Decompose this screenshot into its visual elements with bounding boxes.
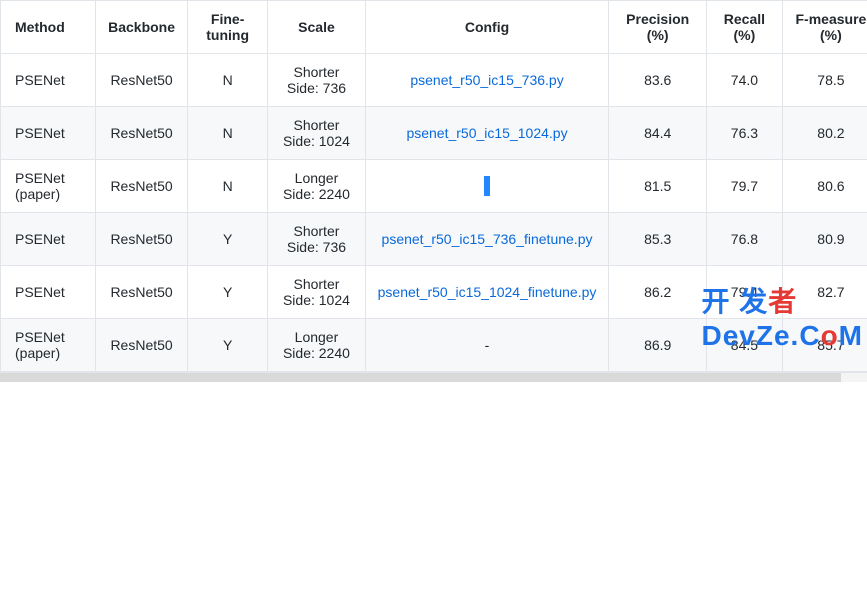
- table-row: PSENet (paper)ResNet50NLonger Side: 2240…: [1, 160, 867, 213]
- cell-method: PSENet: [1, 54, 96, 107]
- cell-precision: 83.6: [609, 54, 707, 107]
- table-head: MethodBackboneFine-tuningScaleConfigPrec…: [1, 1, 867, 54]
- cell-method: PSENet: [1, 107, 96, 160]
- cell-recall: 79.4: [707, 266, 783, 319]
- horizontal-scrollbar-thumb[interactable]: [0, 373, 841, 382]
- cell-precision: 86.2: [609, 266, 707, 319]
- cell-config: psenet_r50_ic15_1024_finetune.py: [365, 266, 609, 319]
- col-header-fmeasure: F-measure (%): [782, 1, 867, 54]
- cell-fmeasure: 85.7: [782, 319, 867, 372]
- cell-config: -: [365, 319, 609, 372]
- config-link[interactable]: psenet_r50_ic15_1024.py: [406, 125, 567, 141]
- cell-backbone: ResNet50: [96, 54, 188, 107]
- col-header-precision: Precision (%): [609, 1, 707, 54]
- table-row: PSENetResNet50NShorter Side: 736 psenet_r…: [1, 54, 867, 107]
- cell-recall: 84.5: [707, 319, 783, 372]
- cell-method: PSENet (paper): [1, 160, 96, 213]
- cell-scale: Shorter Side: 1024: [268, 107, 365, 160]
- cell-precision: 85.3: [609, 213, 707, 266]
- cell-config: psenet_r50_ic15_736_finetune.py: [365, 213, 609, 266]
- cell-recall: 76.3: [707, 107, 783, 160]
- cell-backbone: ResNet50: [96, 213, 188, 266]
- col-header-fine: Fine-tuning: [188, 1, 268, 54]
- cell-precision: 86.9: [609, 319, 707, 372]
- config-link[interactable]: psenet_r50_ic15_736.py: [410, 72, 563, 88]
- table-row: PSENet (paper)ResNet50YLonger Side: 2240…: [1, 319, 867, 372]
- table-row: PSENetResNet50YShorter Side: 1024 psenet_…: [1, 266, 867, 319]
- cell-precision: 84.4: [609, 107, 707, 160]
- cell-backbone: ResNet50: [96, 319, 188, 372]
- cell-fine: N: [188, 54, 268, 107]
- horizontal-scrollbar[interactable]: [0, 372, 867, 382]
- cell-backbone: ResNet50: [96, 107, 188, 160]
- config-link[interactable]: psenet_r50_ic15_736_finetune.py: [382, 231, 593, 247]
- cell-fine: Y: [188, 266, 268, 319]
- cell-recall: 76.8: [707, 213, 783, 266]
- cell-scale: Shorter Side: 736: [268, 54, 365, 107]
- cell-fine: N: [188, 107, 268, 160]
- cell-fine: Y: [188, 319, 268, 372]
- cell-method: PSENet: [1, 266, 96, 319]
- table-body: PSENetResNet50NShorter Side: 736psenet_r…: [1, 54, 867, 372]
- cell-method: PSENet: [1, 213, 96, 266]
- table-row: PSENetResNet50YShorter Side: 736 psenet_r…: [1, 213, 867, 266]
- cell-scale: Shorter Side: 1024: [268, 266, 365, 319]
- cell-scale: Shorter Side: 736: [268, 213, 365, 266]
- cell-fmeasure: 80.2: [782, 107, 867, 160]
- cell-fine: N: [188, 160, 268, 213]
- cell-backbone: ResNet50: [96, 160, 188, 213]
- table-row: PSENetResNet50NShorter Side: 1024 psenet_…: [1, 107, 867, 160]
- cell-config: [365, 160, 609, 213]
- results-table: MethodBackboneFine-tuningScaleConfigPrec…: [0, 0, 867, 372]
- cell-recall: 74.0: [707, 54, 783, 107]
- col-header-method: Method: [1, 1, 96, 54]
- cell-fine: Y: [188, 213, 268, 266]
- cell-config: psenet_r50_ic15_736.py: [365, 54, 609, 107]
- col-header-scale: Scale: [268, 1, 365, 54]
- cell-scale: Longer Side: 2240: [268, 319, 365, 372]
- header-row: MethodBackboneFine-tuningScaleConfigPrec…: [1, 1, 867, 54]
- cell-recall: 79.7: [707, 160, 783, 213]
- config-link[interactable]: psenet_r50_ic15_1024_finetune.py: [378, 284, 597, 300]
- cell-fmeasure: 82.7: [782, 266, 867, 319]
- cell-method: PSENet (paper): [1, 319, 96, 372]
- text-cursor-icon: [484, 176, 490, 196]
- cell-fmeasure: 80.9: [782, 213, 867, 266]
- cell-scale: Longer Side: 2240: [268, 160, 365, 213]
- cell-precision: 81.5: [609, 160, 707, 213]
- cell-backbone: ResNet50: [96, 266, 188, 319]
- col-header-config: Config: [365, 1, 609, 54]
- col-header-backbone: Backbone: [96, 1, 188, 54]
- table-scroll-wrapper: MethodBackboneFine-tuningScaleConfigPrec…: [0, 0, 867, 372]
- cell-config: psenet_r50_ic15_1024.py: [365, 107, 609, 160]
- col-header-recall: Recall (%): [707, 1, 783, 54]
- cell-fmeasure: 78.5: [782, 54, 867, 107]
- cell-fmeasure: 80.6: [782, 160, 867, 213]
